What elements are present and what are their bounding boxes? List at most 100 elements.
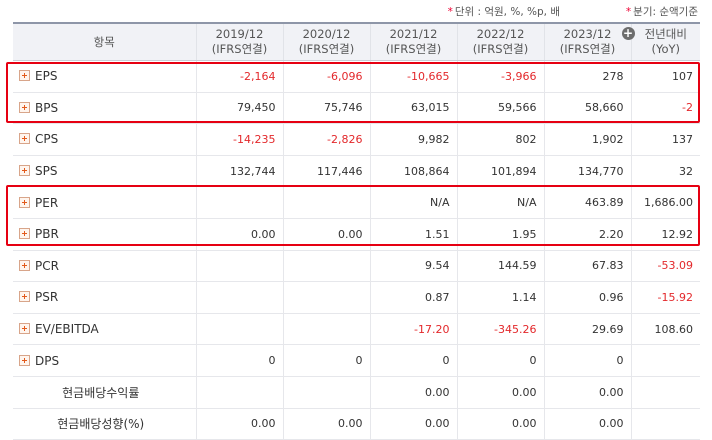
table-cell: -15.92 bbox=[630, 281, 700, 314]
row-label-text: PSR bbox=[35, 290, 59, 305]
table-cell: 0 bbox=[282, 344, 370, 377]
row-label-text: EV/EBITDA bbox=[35, 322, 99, 337]
table-cell bbox=[630, 344, 700, 377]
table-cell: 0.00 bbox=[195, 408, 283, 440]
row-label-text: 현금배당성향(%) bbox=[57, 417, 145, 432]
table-cell bbox=[282, 250, 370, 283]
table-cell bbox=[195, 186, 283, 219]
row-label-text: PBR bbox=[35, 227, 59, 242]
table-notes: * 단위 : 억원, %, %p, 배 * 분기: 순액기준 bbox=[0, 4, 704, 18]
table-cell: 0.00 bbox=[456, 376, 544, 409]
row-label[interactable]: PCR bbox=[13, 250, 196, 283]
table-cell: 0 bbox=[195, 344, 283, 377]
table-row: SPS 132,744 117,446 108,864 101,894 134,770 32 bbox=[13, 155, 700, 188]
row-label[interactable]: BPS bbox=[13, 92, 196, 125]
table-cell: 0.00 bbox=[282, 408, 370, 440]
table-cell: 29.69 bbox=[543, 313, 631, 346]
table-cell: 0.00 bbox=[282, 218, 370, 251]
expand-plus-icon[interactable] bbox=[19, 165, 30, 177]
row-label[interactable]: PBR bbox=[13, 218, 196, 251]
table-cell: 9.54 bbox=[369, 250, 457, 283]
table-cell: 0.00 bbox=[543, 408, 631, 440]
financial-ratio-table: 항목 2019/12 (IFRS연결) 2020/12 (IFRS연결) 2021/… bbox=[13, 22, 700, 440]
header-col: 2021/12 (IFRS연결) bbox=[369, 22, 457, 61]
table-row: PCR 9.54 144.59 67.83 -53.09 bbox=[13, 250, 700, 283]
table-cell: 0.87 bbox=[369, 281, 457, 314]
table-cell: 58,660 bbox=[543, 92, 631, 125]
table-cell: 0.00 bbox=[195, 218, 283, 251]
table-cell: 107 bbox=[630, 60, 700, 93]
table-cell: 1.95 bbox=[456, 218, 544, 251]
table-cell: -2,826 bbox=[282, 123, 370, 156]
expand-plus-icon[interactable] bbox=[19, 196, 30, 208]
expand-plus-icon[interactable] bbox=[19, 133, 30, 145]
expand-plus-icon[interactable] bbox=[19, 354, 30, 366]
table-cell bbox=[282, 281, 370, 314]
row-label-text: BPS bbox=[35, 100, 59, 115]
table-cell bbox=[282, 186, 370, 219]
row-label: 현금배당성향(%) bbox=[13, 408, 196, 440]
expand-plus-icon[interactable] bbox=[19, 101, 30, 113]
asterisk-icon: * bbox=[447, 6, 453, 18]
table-row: PSR 0.87 1.14 0.96 -15.92 bbox=[13, 281, 700, 314]
table-cell: 67.83 bbox=[543, 250, 631, 283]
unit-note: * 단위 : 억원, %, %p, 배 bbox=[447, 6, 560, 18]
row-label[interactable]: SPS bbox=[13, 155, 196, 188]
table-cell: 59,566 bbox=[456, 92, 544, 125]
header-col-yoy: 전년대비 (YoY) bbox=[630, 22, 700, 61]
table-cell: 32 bbox=[630, 155, 700, 188]
table-cell: 101,894 bbox=[456, 155, 544, 188]
table-cell: -17.20 bbox=[369, 313, 457, 346]
table-cell bbox=[195, 313, 283, 346]
table-cell: 9,982 bbox=[369, 123, 457, 156]
header-col: 2020/12 (IFRS연결) bbox=[282, 22, 370, 61]
row-label[interactable]: CPS bbox=[13, 123, 196, 156]
table-cell: 137 bbox=[630, 123, 700, 156]
table-cell: 1.51 bbox=[369, 218, 457, 251]
table-cell: 117,446 bbox=[282, 155, 370, 188]
table-cell bbox=[282, 376, 370, 409]
expand-plus-icon[interactable] bbox=[19, 228, 30, 240]
table-row: DPS 0 0 0 0 0 bbox=[13, 344, 700, 377]
row-label[interactable]: EV/EBITDA bbox=[13, 313, 196, 346]
table-cell: -3,966 bbox=[456, 60, 544, 93]
table-row: BPS 79,450 75,746 63,015 59,566 58,660 -2 bbox=[13, 92, 700, 125]
table-cell: 0.00 bbox=[543, 376, 631, 409]
row-label-text: DPS bbox=[35, 353, 60, 368]
period-note: * 분기: 순액기준 bbox=[625, 6, 698, 18]
table-cell: 0 bbox=[369, 344, 457, 377]
table-row: EPS -2,164 -6,096 -10,665 -3,966 278 107 bbox=[13, 60, 700, 93]
table-cell bbox=[282, 313, 370, 346]
expand-plus-icon[interactable] bbox=[19, 259, 30, 271]
row-label[interactable]: PSR bbox=[13, 281, 196, 314]
table-cell: 75,746 bbox=[282, 92, 370, 125]
table-cell bbox=[630, 408, 700, 440]
row-label[interactable]: EPS bbox=[13, 60, 196, 93]
row-label-text: CPS bbox=[35, 132, 59, 147]
table-cell: 63,015 bbox=[369, 92, 457, 125]
table-cell bbox=[195, 281, 283, 314]
table-cell: -2,164 bbox=[195, 60, 283, 93]
add-column-icon[interactable]: + bbox=[621, 26, 635, 40]
table-row: PBR 0.00 0.00 1.51 1.95 2.20 12.92 bbox=[13, 218, 700, 251]
table-cell: 802 bbox=[456, 123, 544, 156]
expand-plus-icon[interactable] bbox=[19, 70, 30, 82]
asterisk-icon: * bbox=[625, 6, 632, 18]
table-row: CPS -14,235 -2,826 9,982 802 1,902 137 bbox=[13, 123, 700, 156]
row-label[interactable]: DPS bbox=[13, 344, 196, 377]
expand-plus-icon[interactable] bbox=[19, 323, 30, 335]
row-label-text: EPS bbox=[35, 69, 58, 84]
table-cell: 0 bbox=[456, 344, 544, 377]
table-row: 현금배당수익률 0.00 0.00 0.00 bbox=[13, 376, 700, 409]
table-cell: 278 bbox=[543, 60, 631, 93]
table-cell: 108.60 bbox=[630, 313, 700, 346]
expand-plus-icon[interactable] bbox=[19, 291, 30, 303]
table-cell: 0.00 bbox=[369, 376, 457, 409]
table-cell: 108,864 bbox=[369, 155, 457, 188]
row-label-text: 현금배당수익률 bbox=[62, 385, 140, 400]
table-row: EV/EBITDA -17.20 -345.26 29.69 108.60 bbox=[13, 313, 700, 346]
table-cell: -345.26 bbox=[456, 313, 544, 346]
row-label[interactable]: PER bbox=[13, 186, 196, 219]
header-item: 항목 bbox=[13, 22, 196, 61]
row-label-text: PER bbox=[35, 195, 59, 210]
